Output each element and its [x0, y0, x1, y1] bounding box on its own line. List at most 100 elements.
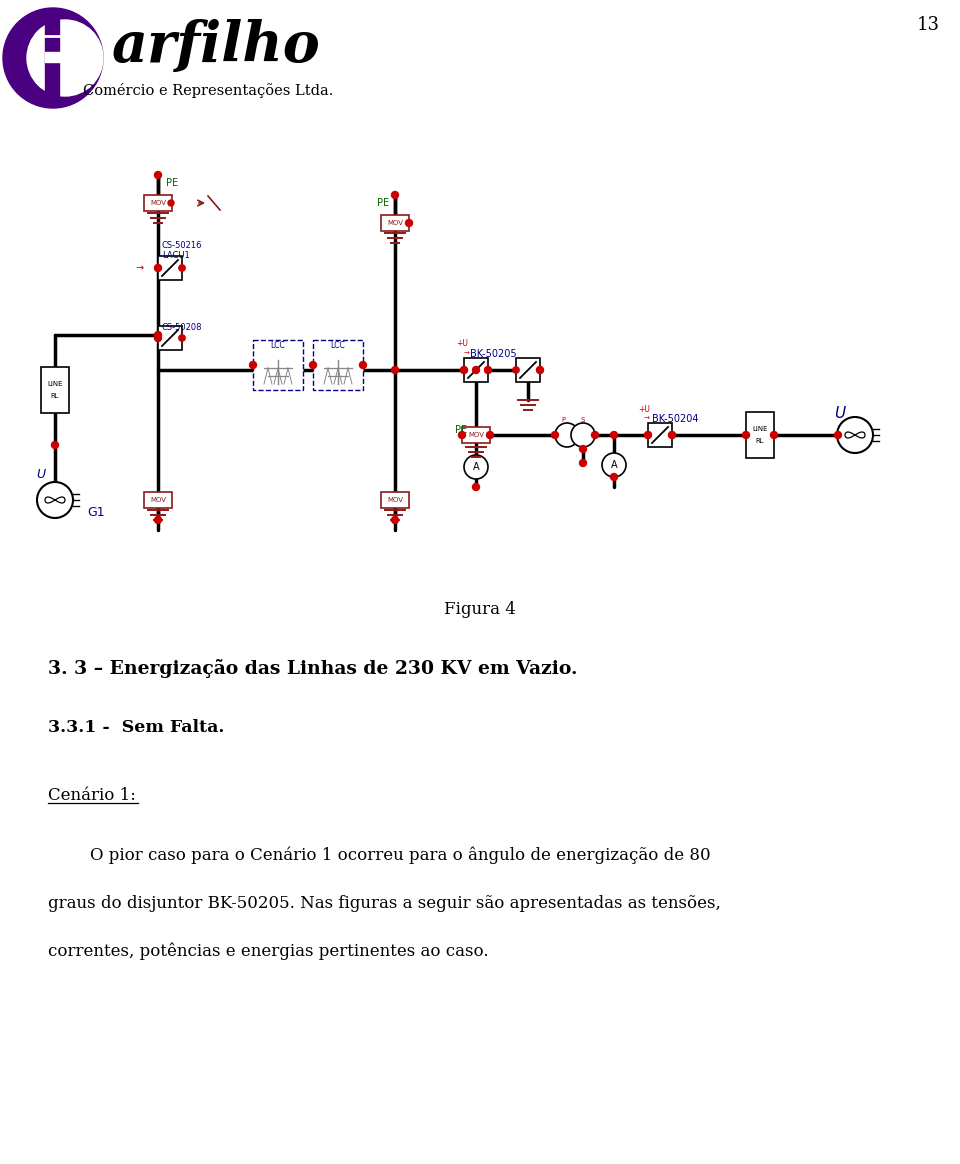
Text: BK-50204: BK-50204 — [652, 414, 699, 424]
Circle shape — [155, 171, 161, 178]
Circle shape — [309, 362, 317, 369]
Text: graus do disjuntor BK-50205. Nas figuras a seguir são apresentadas as tensões,: graus do disjuntor BK-50205. Nas figuras… — [48, 894, 721, 911]
Text: +U: +U — [638, 405, 650, 413]
Circle shape — [392, 517, 398, 524]
Text: CS-50216: CS-50216 — [162, 241, 203, 250]
Bar — [746, 412, 774, 457]
Bar — [516, 359, 540, 382]
Text: MOV: MOV — [387, 220, 403, 226]
Circle shape — [155, 335, 161, 341]
Text: arfilho: arfilho — [111, 19, 320, 73]
Text: +U: +U — [456, 340, 468, 348]
Text: P: P — [561, 417, 565, 423]
Circle shape — [392, 192, 398, 199]
Text: 3. 3 – Energização das Linhas de 230 KV em Vazio.: 3. 3 – Energização das Linhas de 230 KV … — [48, 659, 578, 677]
Circle shape — [37, 482, 73, 518]
Text: CS-50208: CS-50208 — [162, 324, 203, 333]
Circle shape — [359, 362, 367, 369]
Text: S: S — [581, 417, 586, 423]
Circle shape — [392, 367, 398, 374]
Circle shape — [250, 362, 256, 369]
Circle shape — [611, 474, 617, 481]
Text: U: U — [36, 468, 45, 482]
Circle shape — [485, 367, 492, 374]
Text: U: U — [834, 405, 846, 420]
Bar — [464, 359, 488, 382]
Bar — [144, 492, 172, 508]
Text: MOV: MOV — [150, 497, 166, 503]
Bar — [253, 340, 303, 390]
Circle shape — [487, 432, 493, 439]
Bar — [381, 215, 409, 230]
Circle shape — [464, 455, 488, 480]
Circle shape — [537, 367, 543, 374]
Text: LCC: LCC — [271, 341, 285, 350]
Bar — [41, 367, 69, 413]
Circle shape — [405, 220, 413, 227]
Circle shape — [611, 432, 617, 439]
Circle shape — [645, 432, 651, 438]
Circle shape — [602, 453, 626, 477]
Text: MOV: MOV — [468, 432, 484, 438]
Text: O pior caso para o Cenário 1 ocorreu para o ângulo de energização de 80: O pior caso para o Cenário 1 ocorreu par… — [90, 846, 710, 864]
Circle shape — [179, 264, 185, 271]
Circle shape — [485, 367, 492, 374]
Circle shape — [472, 367, 479, 374]
Text: Figura 4: Figura 4 — [444, 602, 516, 618]
Circle shape — [742, 432, 750, 439]
Circle shape — [461, 367, 468, 374]
Bar — [45, 10, 59, 106]
Circle shape — [155, 334, 161, 341]
Circle shape — [669, 432, 675, 438]
Bar — [158, 256, 182, 281]
Text: LCC: LCC — [330, 341, 346, 350]
Circle shape — [155, 517, 161, 524]
Circle shape — [580, 446, 587, 453]
Bar — [462, 427, 490, 443]
Circle shape — [27, 20, 103, 95]
Circle shape — [459, 432, 466, 439]
Text: LINE: LINE — [753, 426, 768, 432]
Circle shape — [834, 432, 842, 439]
Text: 3.3.1 -  Sem Falta.: 3.3.1 - Sem Falta. — [48, 719, 225, 737]
Circle shape — [155, 332, 161, 339]
Text: correntes, potências e energias pertinentes ao caso.: correntes, potências e energias pertinen… — [48, 942, 489, 960]
Bar — [144, 196, 172, 211]
Text: G1: G1 — [87, 505, 105, 518]
Text: PE: PE — [166, 178, 179, 189]
Circle shape — [555, 423, 579, 447]
Circle shape — [52, 441, 59, 448]
Circle shape — [537, 367, 543, 374]
Text: MOV: MOV — [150, 200, 166, 206]
Text: 13: 13 — [917, 16, 940, 34]
Circle shape — [591, 432, 598, 439]
Circle shape — [837, 417, 873, 453]
Text: Cenário 1:: Cenário 1: — [48, 787, 136, 803]
Bar — [313, 340, 363, 390]
Bar — [381, 492, 409, 508]
Circle shape — [3, 8, 103, 108]
Text: LACU1: LACU1 — [162, 251, 190, 261]
Circle shape — [472, 483, 479, 490]
Text: →: → — [644, 416, 650, 423]
Text: →: → — [136, 263, 144, 274]
Bar — [158, 326, 182, 350]
Text: MOV: MOV — [387, 497, 403, 503]
Bar — [45, 52, 75, 62]
Bar — [648, 423, 672, 447]
Text: RL: RL — [51, 393, 60, 399]
Text: Comércio e Representações Ltda.: Comércio e Representações Ltda. — [83, 83, 333, 98]
Text: BK-50205: BK-50205 — [470, 349, 516, 359]
Circle shape — [571, 423, 595, 447]
Circle shape — [771, 432, 778, 439]
Circle shape — [551, 432, 559, 439]
Circle shape — [580, 460, 587, 467]
Text: LINE: LINE — [47, 381, 62, 386]
Circle shape — [461, 367, 468, 374]
Text: RL: RL — [756, 438, 764, 443]
Circle shape — [155, 264, 161, 271]
Text: A: A — [611, 460, 617, 470]
Circle shape — [513, 367, 519, 374]
Text: PE: PE — [455, 425, 468, 435]
Circle shape — [179, 335, 185, 341]
